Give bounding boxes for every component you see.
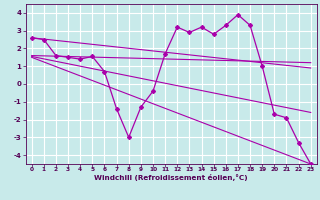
X-axis label: Windchill (Refroidissement éolien,°C): Windchill (Refroidissement éolien,°C) (94, 174, 248, 181)
